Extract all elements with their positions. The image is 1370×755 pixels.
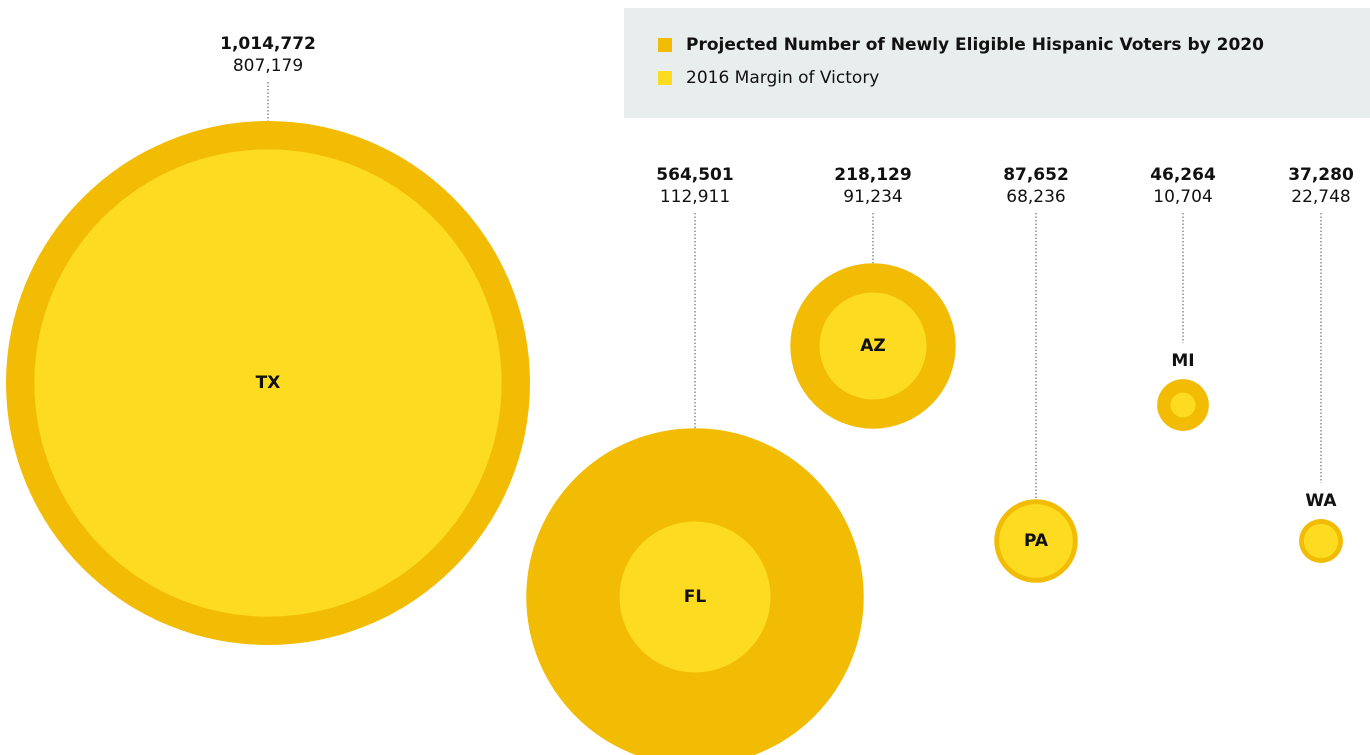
value-label: 37,280	[1288, 165, 1354, 185]
value-label: 1,014,772	[220, 34, 316, 54]
bubble-inner	[34, 149, 502, 617]
state-label: TX	[256, 373, 281, 393]
bubble-inner	[619, 521, 771, 673]
legend-swatch	[658, 71, 672, 85]
state-label: WA	[1305, 491, 1337, 511]
value-label: 112,911	[660, 187, 730, 207]
legend-swatch	[658, 38, 672, 52]
state-label: MI	[1171, 351, 1194, 371]
bubble-inner	[999, 504, 1073, 578]
bubble-inner	[819, 292, 927, 400]
value-label: 564,501	[656, 165, 733, 185]
value-label: 22,748	[1291, 187, 1350, 207]
state-label: FL	[684, 587, 707, 607]
state-label: PA	[1024, 531, 1049, 551]
value-label: 91,234	[843, 187, 902, 207]
value-label: 807,179	[233, 56, 303, 76]
state-label: AZ	[860, 336, 885, 356]
value-label: 87,652	[1003, 165, 1069, 185]
legend-box	[624, 8, 1370, 118]
value-label: 46,264	[1150, 165, 1216, 185]
legend-label: Projected Number of Newly Eligible Hispa…	[686, 35, 1264, 55]
value-label: 68,236	[1006, 187, 1065, 207]
legend-label: 2016 Margin of Victory	[686, 68, 879, 88]
value-label: 10,704	[1153, 187, 1212, 207]
bubble-inner	[1170, 392, 1196, 418]
value-label: 218,129	[834, 165, 911, 185]
bubble-inner	[1303, 523, 1339, 559]
